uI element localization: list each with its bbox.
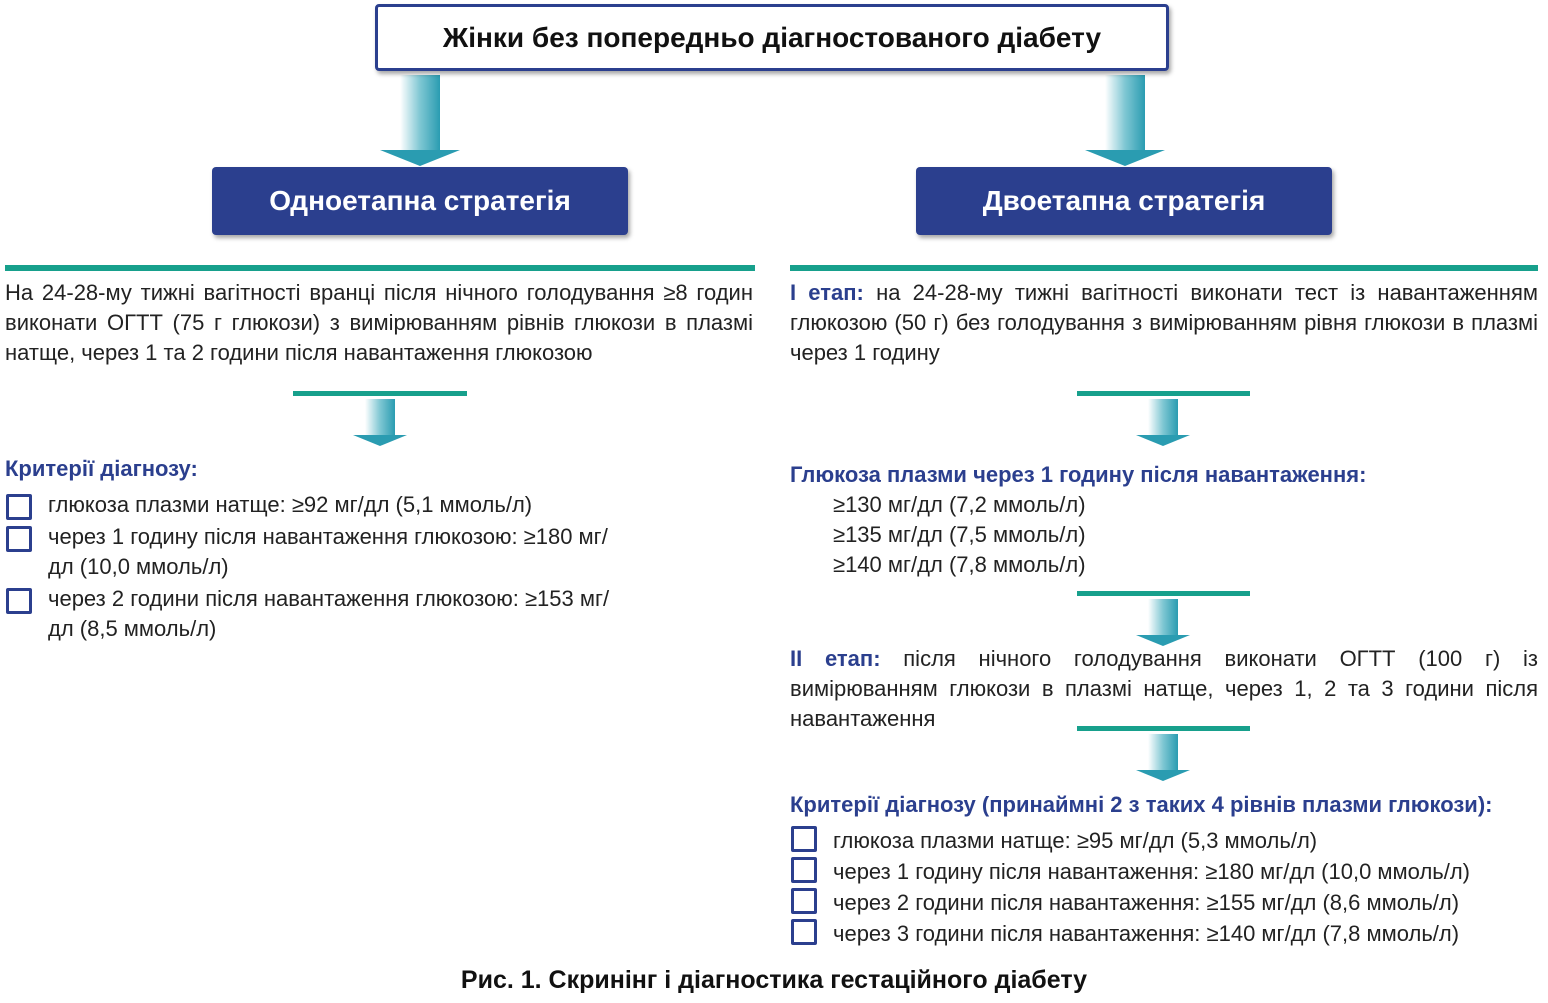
glucose-title: Глюкоза плазми через 1 годину після нава… [790, 462, 1367, 487]
stage-text: після нічного голодування виконати ОГТТ … [790, 646, 1539, 731]
criteria-title: Критерії діагнозу: [5, 456, 198, 481]
checkbox [791, 857, 817, 883]
checkbox [791, 888, 817, 914]
small-arrow [1136, 599, 1190, 646]
stage-label: II етап: [790, 646, 881, 671]
caption: Рис. 1. Скринінг і діагностика гестаційн… [460, 966, 1088, 994]
divider [293, 391, 467, 396]
threshold: ≥135 мг/дл (7,5 ммоль/л) [833, 522, 1086, 547]
divider [790, 265, 1538, 271]
paragraph: II етап: після нічного голодування викон… [790, 644, 1538, 734]
divider [1077, 391, 1250, 396]
criterion: через 2 години після навантаження глюкоз… [48, 586, 610, 641]
checkbox [6, 494, 32, 520]
strategy-box: Двоетапна стратегія [916, 167, 1332, 235]
criterion: через 1 годину після навантаження: ≥180 … [833, 859, 1471, 884]
divider [5, 265, 755, 271]
big-arrow [380, 75, 460, 166]
stage-label: I етап: [790, 280, 864, 305]
divider [1077, 726, 1250, 731]
paragraph: На 24-28-му тижні вагітності вранці післ… [5, 280, 753, 365]
paragraph: I етап: на 24-28-му тижні вагітності вик… [790, 278, 1538, 368]
criterion: глюкоза плазми натще: ≥92 мг/дл (5,1 ммо… [48, 492, 533, 517]
small-arrow [353, 399, 407, 446]
criterion: через 1 годину після навантаження глюкоз… [48, 524, 608, 579]
strategy-box: Одноетапна стратегія [212, 167, 628, 235]
checkbox [791, 919, 817, 945]
stage-text: на 24-28-му тижні вагітності виконати те… [790, 280, 1538, 365]
small-arrow [1136, 734, 1190, 781]
threshold: ≥130 мг/дл (7,2 ммоль/л) [833, 492, 1086, 517]
threshold: ≥140 мг/дл (7,8 ммоль/л) [833, 552, 1086, 577]
top-box: Жінки без попередньо діагностованого діа… [375, 4, 1169, 71]
divider [1077, 591, 1250, 596]
criterion: глюкоза плазми натще: ≥95 мг/дл (5,3 ммо… [833, 828, 1318, 853]
big-arrow [1085, 75, 1165, 166]
checkbox [6, 526, 32, 552]
checkbox [791, 826, 817, 852]
criterion: через 2 години після навантаження: ≥155 … [833, 890, 1460, 915]
criterion: через 3 години після навантаження: ≥140 … [833, 921, 1460, 946]
small-arrow [1136, 399, 1190, 446]
criteria-title: Критерії діагнозу (принаймні 2 з таких 4… [790, 792, 1493, 817]
checkbox [6, 588, 32, 614]
